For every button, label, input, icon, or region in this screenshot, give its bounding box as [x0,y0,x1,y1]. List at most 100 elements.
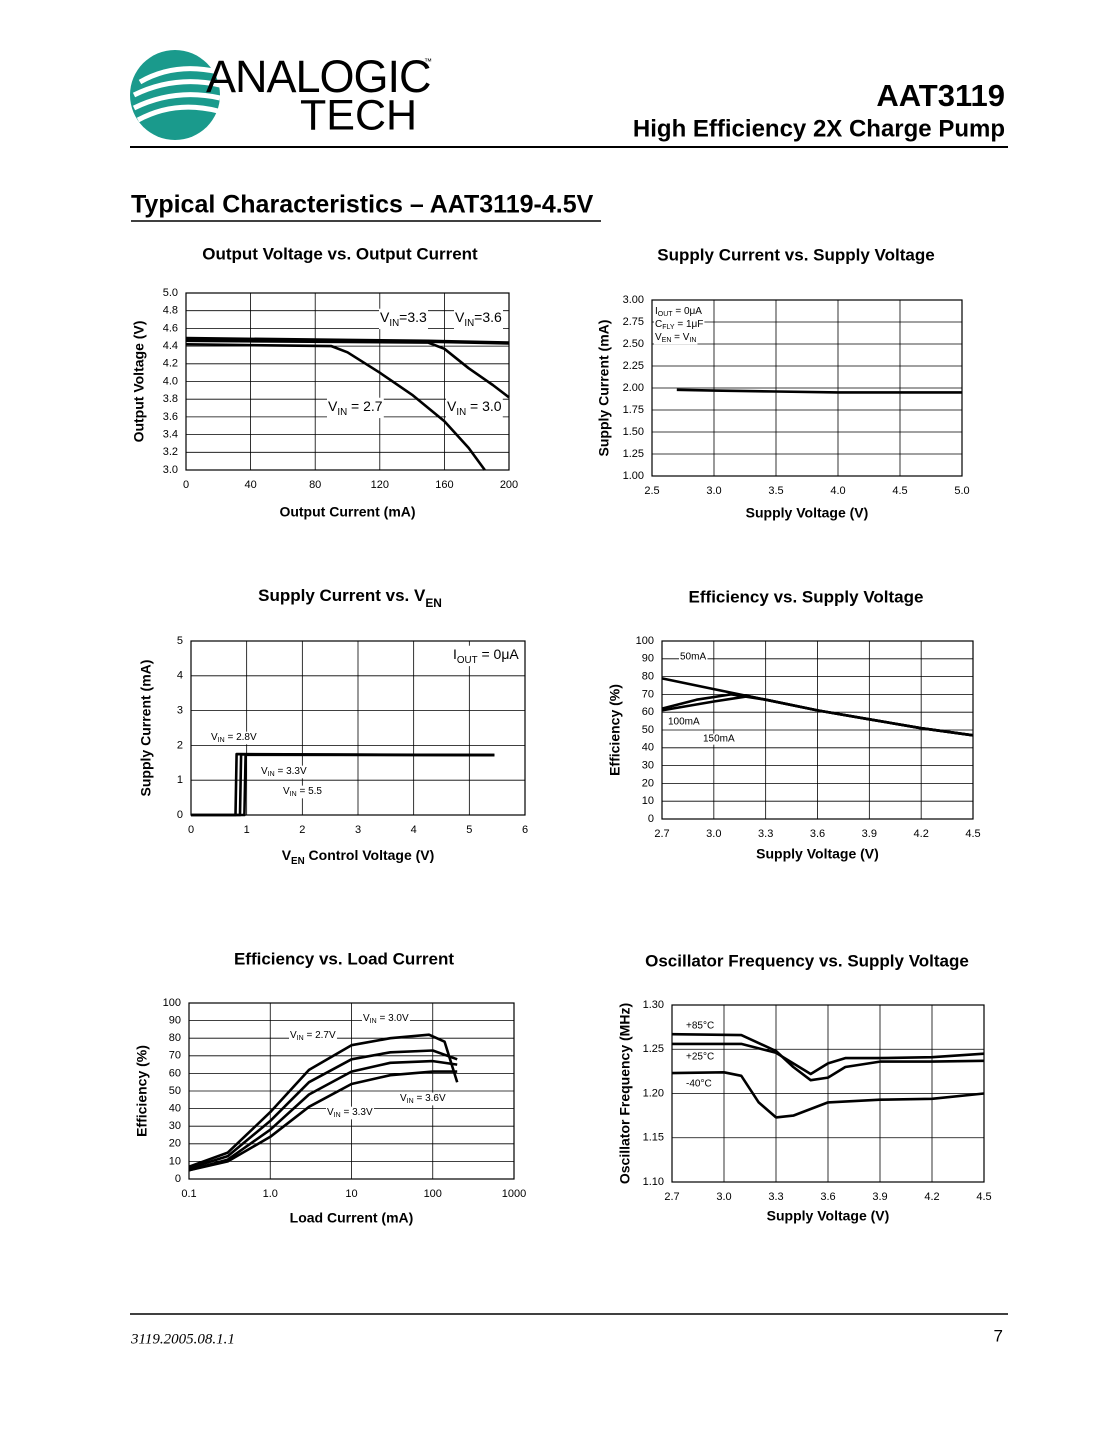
label-background [654,318,705,332]
series-label: +25°C [686,1052,714,1063]
subscript: IN [464,318,474,329]
x-axis-label: Supply Voltage (V) [746,505,869,521]
x-tick-label: 3.3 [758,828,773,840]
chart-title: Oscillator Frequency vs. Supply Voltage [645,951,969,970]
x-tick-label: 10 [345,1188,357,1200]
x-tick-label: 0 [183,479,189,491]
series-label: VIN = 5.5 [283,786,322,799]
y-tick-label: 1.25 [643,1043,664,1055]
y-tick-label: 40 [642,742,654,754]
subscript: EN [662,337,672,344]
chart-title: Efficiency vs. Load Current [234,949,454,968]
subscript: IN [334,1112,341,1119]
series-line [185,343,486,471]
text-part: = 3.6V [414,1093,446,1104]
subscript: OUT [457,655,478,666]
label-background [260,765,308,779]
y-tick-label: 80 [642,671,654,683]
series-label: VIN = 3.3V [261,766,307,779]
series-label: 50mA [680,652,706,663]
y-tick-label: 3.6 [163,411,178,423]
y-tick-label: 60 [169,1067,181,1079]
text-part: V [290,1030,297,1041]
page-number: 7 [994,1326,1003,1345]
text-part: = 3.3V [275,766,307,777]
subscript: IN [407,1098,414,1105]
text-part: C [655,319,662,330]
label-background [454,308,504,330]
y-tick-label: 80 [169,1032,181,1044]
series-label: VIN = 2.7 [328,398,383,418]
y-tick-label: 4.4 [163,340,178,352]
y-axis-label: Supply Current (mA) [138,660,154,797]
subscript: IN [290,791,297,798]
text-part: Supply Current vs. V [258,586,426,605]
x-tick-label: 2 [299,824,305,836]
x-tick-label: 2.7 [654,828,669,840]
y-tick-label: 1.50 [623,426,644,438]
y-tick-label: 2 [177,739,183,751]
x-tick-label: 3.0 [716,1191,731,1203]
text-part: I [453,646,457,662]
x-tick-label: 3.6 [810,828,825,840]
y-tick-label: 4.8 [163,305,178,317]
subscript: IN [689,337,696,344]
series-label: +85°C [686,1021,714,1032]
subscript: IN [370,1018,377,1025]
x-axis-label: VEN Control Voltage (V) [282,847,435,867]
plot-frame [190,640,526,816]
y-tick-label: 2.50 [623,338,644,350]
series-line [661,694,974,737]
subscript: IN [389,318,399,329]
section-title: Typical Characteristics – AAT3119-4.5V [131,191,594,219]
text-part: = 3.3V [341,1107,373,1118]
x-tick-label: 3.3 [768,1191,783,1203]
text-part: = 0μA [673,306,703,317]
x-tick-label: 200 [500,479,518,491]
y-tick-label: 0 [175,1173,181,1185]
text-part: = V [671,332,689,343]
plot-frame [188,1002,515,1180]
subscript: IN [218,737,225,744]
x-tick-label: 80 [309,479,321,491]
y-tick-label: 50 [642,724,654,736]
plot-frame [185,292,510,471]
x-axis-label: Output Current (mA) [279,504,415,520]
y-axis-label: Output Voltage (V) [131,321,147,443]
y-tick-label: 5.0 [163,287,178,299]
series-label: VIN = 3.6V [400,1093,446,1106]
subscript: EN [291,856,305,867]
y-tick-label: 3.0 [163,464,178,476]
logo-stripes [132,66,221,123]
text-part: V [282,847,292,863]
annotation: IOUT = 0μA [453,646,519,666]
x-tick-label: 3.9 [872,1191,887,1203]
text-part: V [211,732,218,743]
y-tick-label: 3 [177,705,183,717]
text-part: = 2.7 [347,398,383,414]
y-tick-label: 20 [169,1138,181,1150]
series-line [188,1059,458,1172]
y-tick-label: 2.25 [623,360,644,372]
x-tick-label: 3.9 [862,828,877,840]
x-tick-label: 4.5 [965,828,980,840]
y-tick-label: 1.00 [623,470,644,482]
y-tick-label: 70 [169,1050,181,1062]
text-part: =3.3 [399,309,427,325]
y-tick-label: 1.10 [643,1176,664,1188]
text-part: = 2.8V [225,732,257,743]
series-line [671,1071,985,1119]
text-part: Control Voltage (V) [305,847,435,863]
x-tick-label: 40 [244,479,256,491]
annotation: IOUT = 0μA [655,306,702,319]
series-label: VIN = 2.7V [290,1030,336,1043]
y-tick-label: 50 [169,1085,181,1097]
y-tick-label: 4 [177,670,183,682]
subscript: IN [337,407,347,418]
y-tick-label: 3.00 [623,294,644,306]
series-line [185,339,510,399]
part-number: AAT3119 [876,78,1005,113]
y-tick-label: 0 [177,809,183,821]
y-tick-label: 20 [642,777,654,789]
series-line [188,1070,458,1172]
